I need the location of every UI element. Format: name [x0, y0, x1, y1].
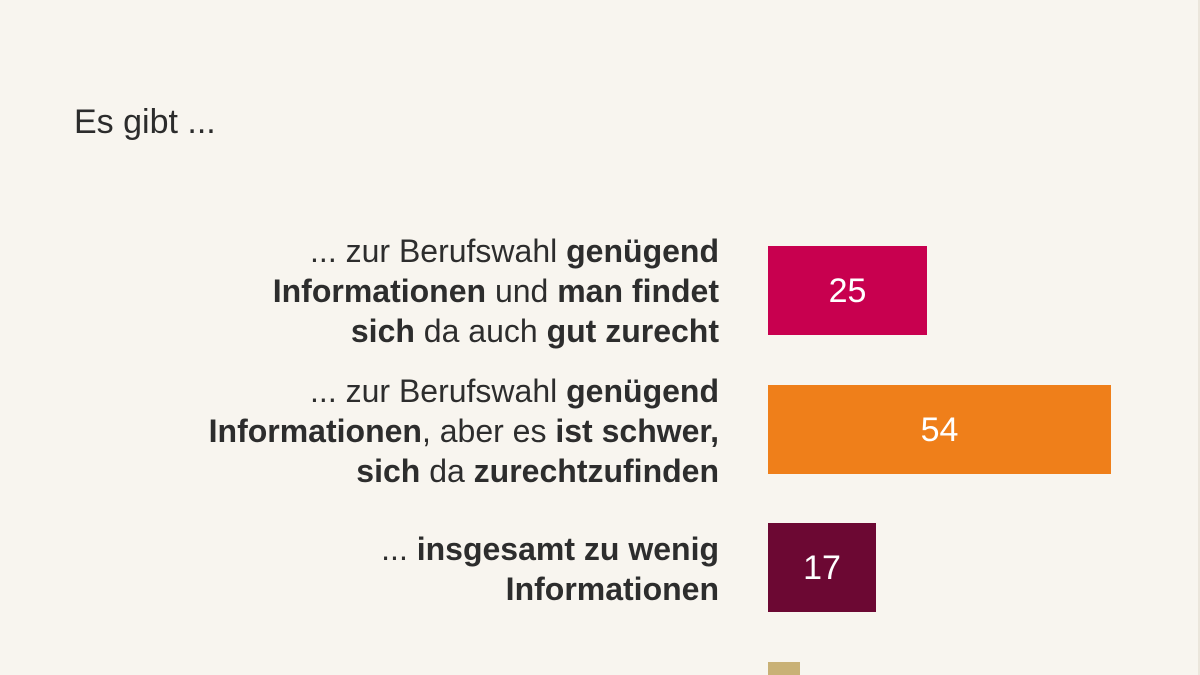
category-label-part: gut zurecht — [546, 313, 719, 349]
category-label-line: Informationen — [39, 569, 719, 609]
category-label-part: Informationen — [272, 273, 487, 309]
category-label-part: Informationen — [505, 571, 719, 607]
category-label-line: ... zur Berufswahl genügend — [39, 371, 719, 411]
bar-2: 54 — [768, 385, 1111, 474]
right-border — [1198, 0, 1200, 675]
chart-title: Es gibt ... — [74, 103, 216, 141]
category-label-part: zurechtzufinden — [473, 453, 719, 489]
bar-value-label: 17 — [803, 548, 841, 587]
category-label-part: ist schwer, — [555, 413, 719, 449]
bar-1: 25 — [768, 246, 927, 335]
category-label-part: genügend — [566, 233, 719, 269]
category-label-part: ... — [381, 531, 417, 567]
category-label-part: da auch — [414, 313, 547, 349]
category-label-part: da — [420, 453, 474, 489]
category-label-part: man findet — [557, 273, 719, 309]
category-label-part: , aber es — [421, 413, 556, 449]
bar-3: 17 — [768, 523, 876, 612]
category-label-line: Informationen, aber es ist schwer, — [39, 411, 719, 451]
category-label-2: ... zur Berufswahl genügend Informationen… — [39, 371, 719, 491]
category-label-part: genügend — [566, 373, 719, 409]
category-label-1: ... zur Berufswahl genügend Informationen… — [39, 231, 719, 351]
category-label-line: sich da auch gut zurecht — [39, 311, 719, 351]
category-label-part: sich — [350, 313, 415, 349]
category-label-3: ... insgesamt zu wenig Informationen — [39, 529, 719, 609]
bar-value-label: 54 — [920, 410, 959, 449]
category-label-part: Informationen — [208, 413, 422, 449]
category-label-line: sich da zurechtzufinden — [39, 451, 719, 491]
category-label-part: und — [486, 273, 558, 309]
category-label-part: ... zur Berufswahl — [310, 373, 567, 409]
category-label-part: sich — [356, 453, 421, 489]
category-label-part: insgesamt zu wenig — [416, 531, 719, 567]
bar-value-label: 25 — [828, 271, 867, 310]
category-label-part: ... zur Berufswahl — [310, 233, 567, 269]
bar-4 — [768, 662, 800, 675]
category-label-line: Informationen und man findet — [39, 271, 719, 311]
category-label-line: ... zur Berufswahl genügend — [39, 231, 719, 271]
category-label-line: ... insgesamt zu wenig — [39, 529, 719, 569]
